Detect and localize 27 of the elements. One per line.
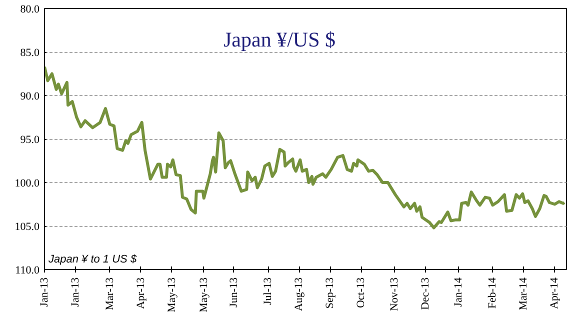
x-tick-label: Mar-14 [518, 277, 530, 310]
y-tick-label: 85.0 [20, 47, 40, 59]
y-tick-label: 95.0 [20, 134, 40, 146]
annotation: Japan ¥ to 1 US $ [48, 254, 138, 266]
x-tick-label: Apr-13 [134, 277, 147, 310]
y-tick-label: 80.0 [20, 4, 40, 16]
x-tick-label: Jan-14 [452, 277, 464, 307]
x-tick-label: Jan-13 [38, 277, 50, 307]
x-tick-label: Jun-13 [228, 277, 240, 308]
text: Japan ¥/US $ [224, 28, 336, 52]
x-tick-label: Feb-14 [486, 277, 499, 309]
x-tick-label: Apr-14 [548, 277, 561, 310]
y-tick-label: 105.0 [14, 221, 40, 233]
y-tick-label: 110.0 [15, 264, 40, 276]
x-tick-label: Nov-13 [388, 277, 400, 312]
x-tick-label: Mar-13 [104, 277, 116, 310]
x-tick-label: Dec-13 [419, 277, 432, 310]
x-tick-label: Aug-13 [293, 277, 306, 312]
x-tick-label: Oct-13 [355, 277, 368, 308]
y-tick-label: 100.0 [14, 178, 40, 190]
x-tick-label: Jul-13 [262, 277, 274, 305]
line-series [44, 65, 566, 230]
x-tick-label: Sep-13 [324, 277, 336, 309]
x-tick-label: Jan-13 [70, 277, 82, 307]
x-tick-label: May-13 [166, 277, 178, 312]
x-tick-label: May-13 [198, 277, 210, 312]
y-tick-label: 90.0 [20, 90, 40, 102]
